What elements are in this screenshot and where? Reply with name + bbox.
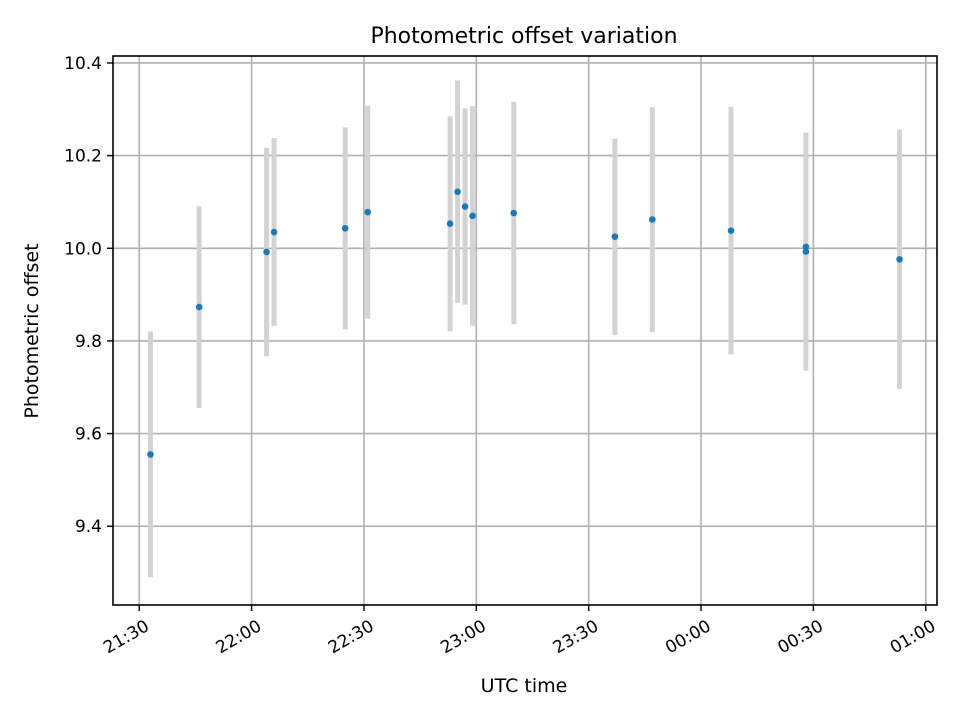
y-axis-ticks: 9.4 9.6 9.8 10.0 10.2 10.4 — [64, 54, 113, 537]
data-point — [802, 248, 810, 255]
y-axis-label: Photometric offset — [21, 243, 43, 418]
data-point — [461, 203, 469, 210]
data-point — [802, 243, 810, 251]
data-point — [270, 228, 278, 236]
chart-title: Photometric offset variation — [370, 24, 677, 49]
data-point — [195, 303, 203, 311]
x-tick-label: 23:30 — [550, 616, 602, 658]
data-point — [364, 208, 371, 216]
x-tick-label: 22:00 — [213, 616, 265, 658]
data-point — [611, 233, 619, 240]
x-axis-ticks: 21:30 22:00 22:30 23:00 23:30 00:00 00:30 01:00 — [100, 605, 939, 658]
x-tick-label: 00:30 — [774, 616, 826, 658]
y-tick-label: 10.2 — [64, 147, 102, 167]
x-tick-label: 22:30 — [325, 616, 377, 658]
y-tick-label: 10.4 — [64, 54, 102, 74]
data-point — [341, 225, 349, 232]
data-point — [896, 256, 903, 263]
data-point — [649, 216, 656, 223]
x-axis-label: UTC time — [481, 675, 568, 697]
data-point — [147, 451, 154, 458]
x-tick-label: 21:30 — [100, 616, 152, 658]
x-tick-label: 23:00 — [437, 616, 489, 658]
data-point — [510, 209, 518, 217]
data-point — [446, 220, 454, 228]
data-point — [727, 227, 735, 234]
y-tick-label: 9.4 — [75, 517, 102, 537]
data-points — [147, 188, 903, 458]
y-tick-label: 10.0 — [64, 239, 102, 259]
x-tick-label: 00:00 — [662, 616, 714, 658]
y-tick-label: 9.6 — [75, 425, 102, 445]
data-point — [469, 212, 476, 220]
x-tick-label: 01:00 — [887, 616, 939, 658]
y-tick-label: 9.8 — [75, 332, 102, 352]
data-point — [263, 248, 270, 256]
data-point — [454, 188, 461, 196]
plot-frame — [112, 55, 938, 606]
grid — [113, 56, 937, 605]
